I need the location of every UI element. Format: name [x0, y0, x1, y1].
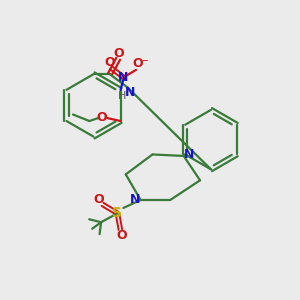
Text: O: O	[97, 111, 107, 124]
Text: H: H	[118, 91, 126, 101]
Text: O: O	[104, 56, 115, 69]
Text: N: N	[125, 86, 135, 99]
Text: O: O	[117, 229, 127, 242]
Text: N: N	[184, 148, 194, 161]
Text: N: N	[118, 71, 129, 84]
Text: ⁻: ⁻	[142, 57, 148, 70]
Text: O: O	[114, 47, 124, 60]
Text: O: O	[94, 193, 104, 206]
Text: S: S	[112, 206, 122, 220]
Text: O: O	[132, 58, 143, 70]
Text: N: N	[130, 194, 140, 206]
